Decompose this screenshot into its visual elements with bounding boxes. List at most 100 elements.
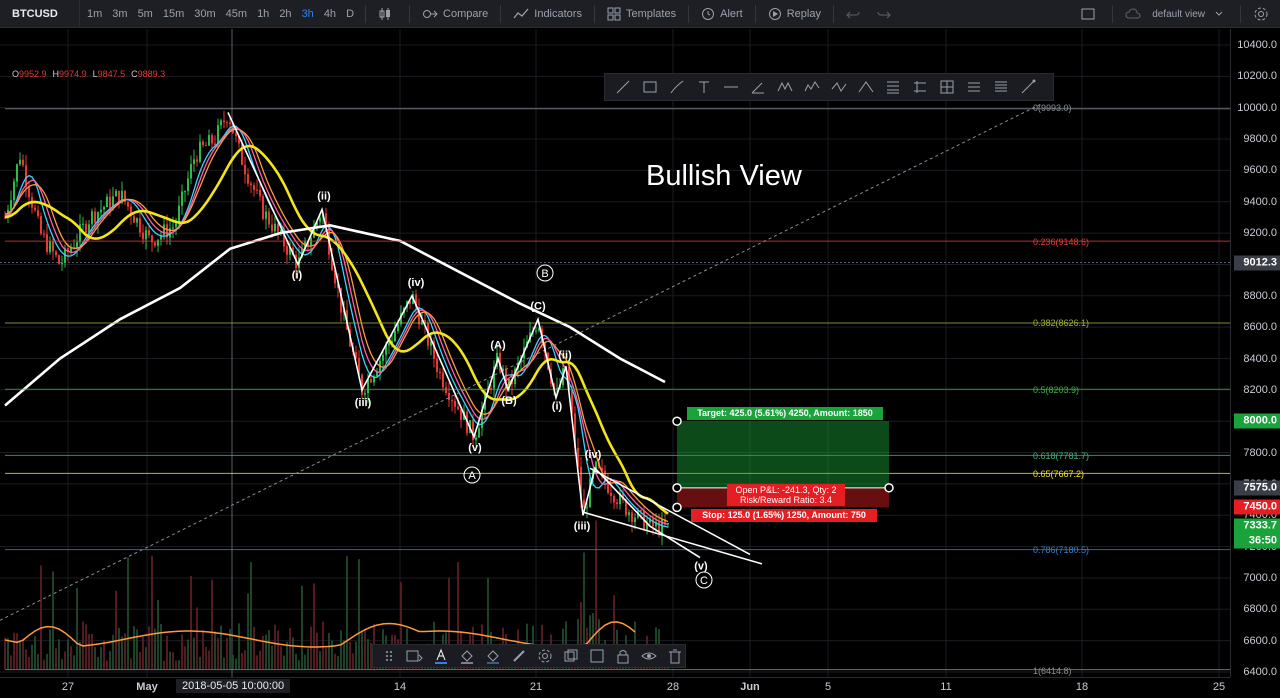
interval-30m[interactable]: 30m: [194, 7, 216, 20]
position-stop-label[interactable]: Stop: 125.0 (1.65%) 1250, Amount: 750: [691, 509, 877, 522]
settings-icon[interactable]: [535, 646, 555, 666]
ray-icon[interactable]: [748, 77, 768, 97]
candle-body: [37, 210, 39, 217]
volume-bar: [97, 656, 99, 669]
wave-circle-label-circB: B: [541, 268, 548, 280]
grid-icon[interactable]: [937, 77, 957, 97]
fib-label-0: 0(9993.0): [1033, 103, 1072, 113]
templates-button[interactable]: Templates: [601, 0, 682, 28]
candle-body: [301, 248, 303, 258]
volume-bar: [325, 647, 327, 669]
volume-bar: [235, 658, 237, 669]
interval-2h[interactable]: 2h: [279, 7, 292, 20]
candle-body: [385, 345, 387, 355]
price-crosshair-label: 9012.3: [1234, 255, 1280, 271]
chart-pane[interactable]: (i) (ii) (iii) (iv) (v) (A) (B) (C) (i) (ii) (iii)…: [0, 29, 1230, 677]
interval-4h[interactable]: 4h: [323, 7, 337, 20]
text-color-icon[interactable]: [431, 646, 451, 666]
interval-1h[interactable]: 1h: [257, 7, 270, 20]
candle-body: [136, 218, 138, 223]
position-target-label[interactable]: Target: 425.0 (5.61%) 4250, Amount: 1850: [687, 407, 883, 420]
fib-icon[interactable]: [883, 77, 903, 97]
text-icon[interactable]: [694, 77, 714, 97]
volume-bar: [283, 655, 285, 669]
candle-body: [178, 205, 180, 224]
horizontal-line-icon[interactable]: [721, 77, 741, 97]
visual-order-icon[interactable]: [561, 646, 581, 666]
redo-button[interactable]: [871, 0, 902, 28]
interval-45m[interactable]: 45m: [225, 7, 248, 20]
drawing-toolbar: [604, 73, 1054, 101]
list-icon[interactable]: [991, 77, 1011, 97]
compare-button[interactable]: Compare: [416, 0, 494, 28]
position-icon[interactable]: [964, 77, 984, 97]
candle-body: [616, 502, 618, 505]
candle-body: [652, 518, 654, 527]
price-axis[interactable]: 10400.0 10200.0 10000.0 9800.0 9600.0 9400.0 9…: [1230, 29, 1280, 678]
candle-body: [145, 230, 147, 240]
elliott-icon[interactable]: [802, 77, 822, 97]
volume-bar: [79, 641, 81, 669]
interval-5m[interactable]: 5m: [137, 7, 153, 20]
volume-bar: [286, 641, 288, 669]
ruler-icon[interactable]: [1018, 77, 1038, 97]
undo-button[interactable]: [840, 0, 871, 28]
background-color-icon[interactable]: [483, 646, 503, 666]
volume-bar: [139, 651, 141, 669]
volume-bar: [328, 633, 330, 669]
template-icon[interactable]: [405, 646, 425, 666]
price-tick: 8400.0: [1243, 352, 1277, 365]
pencil-icon[interactable]: [509, 646, 529, 666]
fullscreen-button[interactable]: [1075, 0, 1106, 28]
interval-15m[interactable]: 15m: [162, 7, 185, 20]
layout-button[interactable]: default view: [1119, 0, 1234, 28]
settings-button[interactable]: [1247, 0, 1280, 28]
gear-icon: [1254, 7, 1268, 21]
candle-body: [118, 190, 120, 203]
candle-body: [115, 190, 117, 197]
replay-button[interactable]: Replay: [762, 0, 827, 28]
channel-icon[interactable]: [910, 77, 930, 97]
interval-3h[interactable]: 3h: [301, 7, 314, 20]
fill-color-icon[interactable]: [457, 646, 477, 666]
position-profit-zone: [677, 421, 889, 488]
alert-button[interactable]: Alert: [695, 0, 749, 28]
volume-bar: [259, 650, 261, 669]
volume-bar: [7, 638, 9, 669]
candle-body: [244, 164, 246, 175]
volume-bar: [361, 632, 363, 669]
volume-bar: [181, 634, 183, 669]
candle-body: [445, 387, 447, 393]
drag-handle-icon[interactable]: [379, 646, 399, 666]
rectangle-icon[interactable]: [640, 77, 660, 97]
trash-icon[interactable]: [665, 646, 685, 666]
volume-bar: [76, 588, 78, 669]
interval-3m[interactable]: 3m: [112, 7, 128, 20]
toolbar-divider: [688, 4, 690, 23]
triangle-icon[interactable]: [856, 77, 876, 97]
pattern-icon[interactable]: [775, 77, 795, 97]
volume-bar: [163, 660, 165, 669]
fib-label-0618: 0.618(7781.7): [1033, 451, 1090, 461]
wave-abc-icon[interactable]: [829, 77, 849, 97]
candle-body: [439, 371, 441, 373]
candle-body: [394, 331, 396, 342]
trendline-icon[interactable]: [613, 77, 633, 97]
eye-icon[interactable]: [639, 646, 659, 666]
volume-bar: [448, 577, 450, 669]
candle-body: [214, 143, 216, 145]
lock-icon[interactable]: [613, 646, 633, 666]
position-pnl-box[interactable]: Open P&L: -241.3, Qty: 2 Risk/Reward Rat…: [727, 484, 845, 506]
time-axis[interactable]: 27 May 14 21 28 Jun 5 11 18 25 2018-05-05 10:00:0…: [0, 677, 1230, 698]
candle-body: [172, 227, 174, 229]
candle-body: [22, 159, 24, 166]
interval-1m[interactable]: 1m: [87, 7, 103, 20]
indicators-button[interactable]: Indicators: [507, 0, 588, 28]
chart-type-button[interactable]: [372, 0, 403, 28]
price-chart[interactable]: (i) (ii) (iii) (iv) (v) (A) (B) (C) (i) (ii) (iii)…: [0, 29, 1230, 677]
interval-d[interactable]: D: [346, 7, 355, 20]
symbol-search[interactable]: BTCUSD: [0, 0, 80, 28]
clone-icon[interactable]: [587, 646, 607, 666]
candle-body: [40, 216, 42, 234]
brush-icon[interactable]: [667, 77, 687, 97]
